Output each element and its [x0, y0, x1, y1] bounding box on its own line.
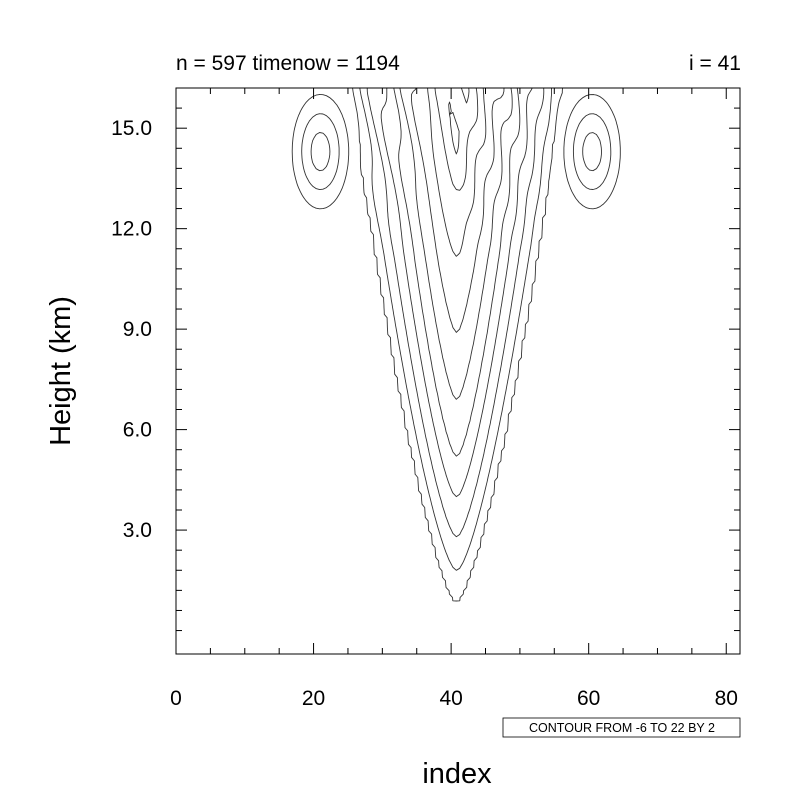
negative-contour-line — [301, 113, 612, 191]
y-tick-label: 15.0 — [111, 117, 152, 140]
positive-contour-line — [352, 87, 563, 602]
positive-contour-line — [393, 87, 521, 457]
x-tick-label: 0 — [170, 687, 182, 710]
title-left: n = 597 timenow = 1194 — [176, 52, 400, 75]
positive-contour-line — [410, 87, 505, 333]
positive-contour-line — [399, 87, 513, 400]
x-axis-label: index — [422, 758, 492, 790]
axis-ticks: 0 20 40 60 80 3.0 6.0 9.0 12.0 15.0 — [111, 87, 740, 710]
plot-frame — [175, 87, 741, 655]
x-tick-label: 60 — [577, 687, 600, 710]
y-tick-label: 6.0 — [123, 419, 152, 442]
contour-info-label: CONTOUR FROM -6 TO 22 BY 2 — [529, 721, 715, 735]
positive-contour-line — [359, 87, 552, 571]
y-axis-label: Height (km) — [45, 296, 77, 446]
contour-info-box — [502, 717, 741, 738]
negative-contour-line — [310, 132, 602, 172]
contour-lines — [291, 87, 621, 602]
positive-contour-line — [427, 87, 487, 257]
y-tick-label: 9.0 — [123, 318, 152, 341]
positive-contour-line — [366, 87, 545, 538]
positive-contour-line — [434, 87, 479, 191]
y-tick-label: 12.0 — [111, 218, 152, 241]
negative-contour-line — [291, 93, 621, 210]
positive-contour-line — [380, 87, 533, 498]
y-tick-label: 3.0 — [123, 519, 152, 542]
x-tick-label: 40 — [439, 687, 462, 710]
x-tick-label: 20 — [302, 687, 325, 710]
x-tick-label: 80 — [715, 687, 738, 710]
title-right: i = 41 — [689, 52, 741, 75]
positive-contour-line — [448, 87, 470, 155]
